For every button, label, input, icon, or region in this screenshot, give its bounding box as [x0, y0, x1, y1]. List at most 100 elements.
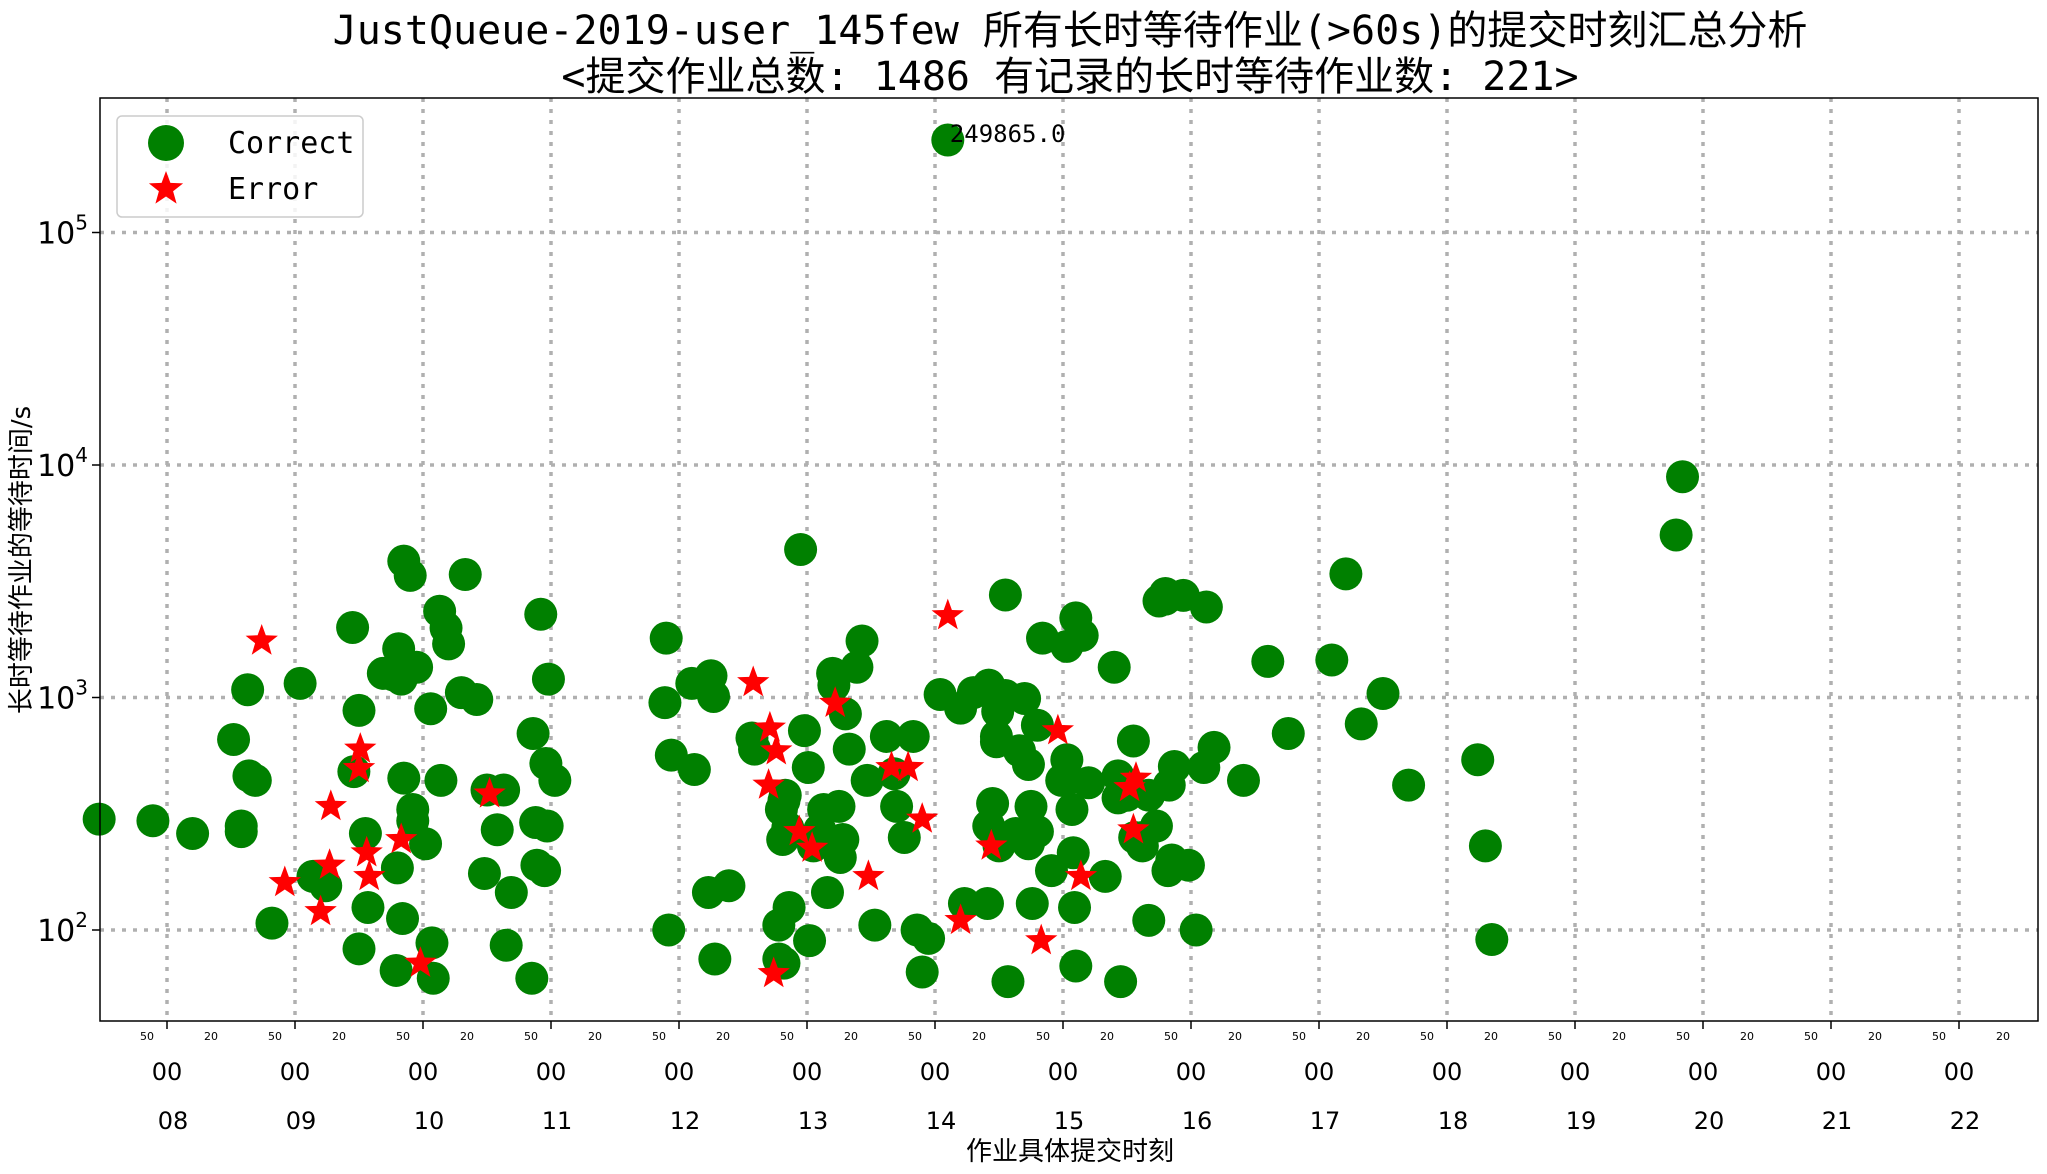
point-error — [1064, 859, 1098, 891]
point-error — [1041, 713, 1074, 745]
point-correct — [768, 778, 802, 812]
point-correct — [1226, 763, 1260, 797]
point-correct — [697, 679, 731, 713]
point-correct — [905, 955, 939, 989]
x-minor-label: 20 — [332, 1030, 346, 1043]
annotations: 249865.0 — [950, 120, 1066, 148]
point-correct — [991, 965, 1025, 999]
point-correct — [832, 732, 866, 766]
x-tick-minute-label: 00 — [280, 1058, 311, 1086]
point-correct — [342, 693, 376, 727]
point-correct — [810, 875, 844, 909]
x-tick-minute-label: 00 — [920, 1058, 951, 1086]
x-tick-hour-label: 13 — [798, 1107, 829, 1135]
point-correct — [528, 854, 562, 888]
point-correct — [351, 890, 385, 924]
point-error — [1119, 761, 1153, 792]
x-tick-minute-label: 00 — [408, 1058, 439, 1086]
point-error — [852, 859, 885, 891]
point-correct — [1179, 913, 1213, 947]
point-correct — [1468, 829, 1502, 863]
legend-label-error: Error — [228, 172, 318, 207]
x-tick-minute-label: 00 — [1176, 1058, 1207, 1086]
y-axis-ticks: 102 103 104 105 — [37, 211, 100, 949]
point-error — [906, 802, 939, 833]
x-minor-label: 50 — [1804, 1030, 1818, 1043]
point-error — [944, 903, 977, 935]
point-correct — [817, 668, 851, 702]
point-correct — [531, 662, 565, 696]
x-tick-minute-label: 00 — [1432, 1058, 1463, 1086]
y-tick-label: 105 — [37, 211, 88, 252]
point-correct — [931, 123, 965, 157]
x-tick-hour-label: 11 — [542, 1107, 573, 1135]
point-correct — [976, 787, 1010, 821]
x-tick-hour-label: 19 — [1566, 1107, 1597, 1135]
x-tick-hour-label: 20 — [1694, 1107, 1725, 1135]
x-tick-minute-label: 00 — [1048, 1058, 1079, 1086]
x-tick-hour-label: 21 — [1822, 1107, 1853, 1135]
x-tick-hour-label: 17 — [1310, 1107, 1341, 1135]
point-error — [819, 686, 852, 717]
x-minor-label: 20 — [460, 1030, 474, 1043]
x-tick-hour-label: 18 — [1438, 1107, 1469, 1135]
point-error — [975, 828, 1008, 860]
point-correct — [1014, 789, 1048, 823]
point-correct — [887, 820, 921, 854]
x-tick-minute-label: 00 — [1944, 1058, 1975, 1086]
point-correct — [791, 750, 825, 784]
x-tick-minute-label: 00 — [152, 1058, 183, 1086]
x-tick-hour-label: 12 — [670, 1107, 701, 1135]
point-correct — [432, 627, 466, 661]
x-tick-minute-label: 00 — [1816, 1058, 1847, 1086]
x-minor-label: 50 — [140, 1030, 154, 1043]
x-tick-hour-label: 09 — [286, 1107, 317, 1135]
x-minor-label: 20 — [588, 1030, 602, 1043]
point-correct — [947, 887, 981, 921]
x-minor-label: 50 — [908, 1030, 922, 1043]
point-correct — [1157, 749, 1191, 783]
point-correct — [1461, 743, 1495, 777]
x-tick-minute-label: 00 — [1688, 1058, 1719, 1086]
x-tick-hour-label: 08 — [158, 1107, 189, 1135]
point-correct — [524, 597, 558, 631]
x-tick-minute-label: 00 — [536, 1058, 567, 1086]
x-tick-minute-label: 00 — [664, 1058, 695, 1086]
x-minor-label: 20 — [1100, 1030, 1114, 1043]
x-minor-label: 50 — [1164, 1030, 1178, 1043]
x-minor-label: 20 — [844, 1030, 858, 1043]
x-minor-label: 20 — [1996, 1030, 2010, 1043]
x-minor-label: 50 — [396, 1030, 410, 1043]
plot-area-frame — [99, 97, 2039, 1022]
point-correct — [784, 533, 818, 567]
point-error — [314, 789, 347, 821]
x-axis-label: 作业具体提交时刻 — [966, 1137, 1174, 1167]
point-error — [342, 751, 376, 783]
point-correct — [912, 921, 946, 955]
x-tick-hour-label: 14 — [926, 1107, 957, 1135]
point-correct — [515, 961, 549, 995]
point-correct — [896, 719, 930, 753]
point-error — [350, 835, 383, 867]
point-correct — [342, 932, 376, 966]
point-correct — [970, 887, 1004, 921]
point-correct — [1344, 707, 1378, 741]
point-correct — [336, 611, 370, 645]
point-correct — [1020, 815, 1054, 849]
x-minor-label: 20 — [1868, 1030, 1882, 1043]
point-error — [931, 598, 964, 630]
point-correct — [460, 683, 494, 717]
point-correct — [652, 913, 686, 947]
x-tick-hour-label: 16 — [1182, 1107, 1213, 1135]
point-error — [753, 710, 786, 742]
point-correct — [1097, 650, 1131, 684]
data-points — [82, 123, 1700, 999]
point-error — [757, 956, 790, 988]
point-error — [245, 624, 278, 655]
point-correct — [386, 902, 420, 936]
x-axis-ticks: 00 08 00 09 00 10 00 11 00 12 00 13 00 14 00 15 00 16 00 17… — [140, 1021, 2010, 1135]
point-correct — [255, 906, 289, 940]
point-correct — [380, 851, 414, 885]
y-tick-label: 104 — [37, 443, 88, 484]
